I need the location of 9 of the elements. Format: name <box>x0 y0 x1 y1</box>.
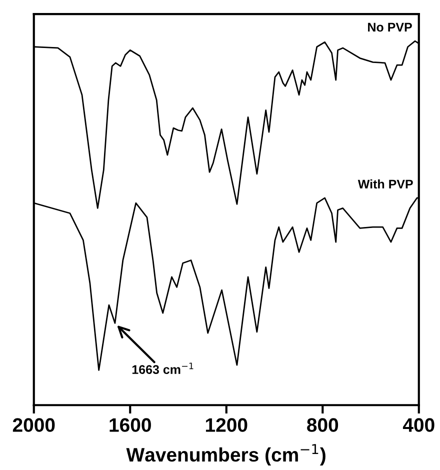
x-tick-label: 2000 <box>12 418 55 432</box>
series-label: With PVP <box>358 179 413 189</box>
x-tick-label: 1600 <box>110 418 151 432</box>
x-tick-label: 400 <box>402 418 434 432</box>
x-axis-title: Wavenumbers (cm$^{−1}$) <box>126 444 326 466</box>
x-tick-label: 1200 <box>206 418 248 432</box>
annotation: 1663 cm$^{−1}$ <box>132 362 194 374</box>
x-tick-label: 800 <box>307 418 338 432</box>
series-label: No PVP <box>368 22 412 32</box>
